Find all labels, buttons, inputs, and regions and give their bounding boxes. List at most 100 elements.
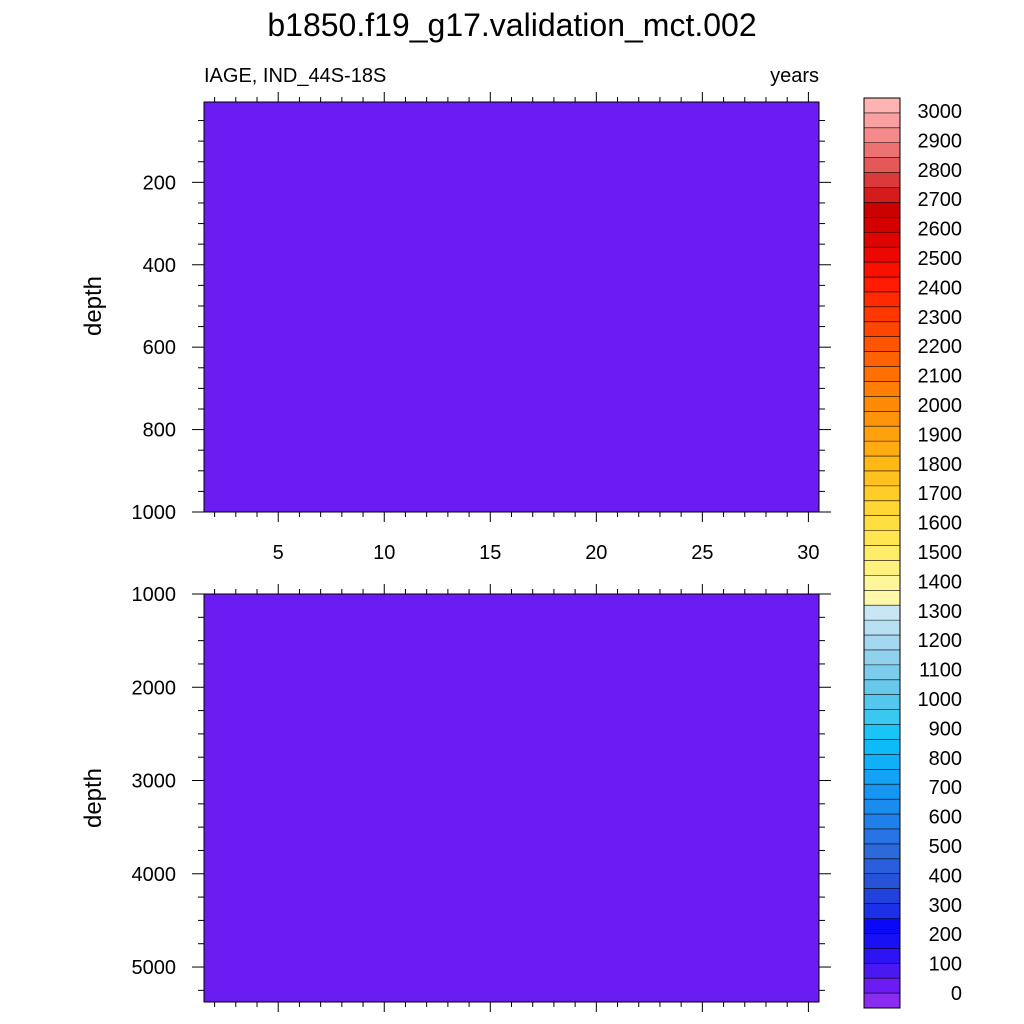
y-axis-label-upper: depth bbox=[80, 276, 107, 336]
field-fill-lower bbox=[204, 594, 819, 1002]
x-tick-label: 5 bbox=[273, 542, 284, 564]
colorbar-box bbox=[864, 888, 900, 904]
y-tick-label: 5000 bbox=[132, 957, 177, 979]
x-tick-label: 25 bbox=[691, 542, 713, 564]
colorbar-box bbox=[864, 500, 900, 517]
colorbar-label: 600 bbox=[929, 807, 962, 829]
colorbar-box bbox=[864, 605, 900, 621]
colorbar-label: 400 bbox=[929, 865, 962, 887]
colorbar-box bbox=[864, 978, 900, 994]
colorbar-label: 1400 bbox=[918, 571, 963, 593]
lower-panel: 1000 2000 3000 4000 5000 depth bbox=[80, 584, 831, 1012]
colorbar-label: 1300 bbox=[918, 601, 963, 623]
colorbar-box bbox=[864, 709, 900, 725]
colorbar-box bbox=[864, 470, 900, 487]
colorbar-box bbox=[864, 784, 900, 800]
colorbar-label: 2100 bbox=[918, 366, 963, 388]
colorbar-box bbox=[864, 127, 900, 144]
y-tick-label: 400 bbox=[143, 255, 176, 277]
colorbar-box bbox=[864, 769, 900, 785]
x-tick-label: 20 bbox=[585, 542, 607, 564]
colorbar-box bbox=[864, 217, 900, 233]
colorbar-box bbox=[864, 694, 900, 710]
colorbar-label: 2500 bbox=[918, 248, 963, 270]
colorbar-box bbox=[864, 724, 900, 740]
colorbar-box bbox=[864, 456, 900, 472]
y-tick-label: 3000 bbox=[132, 771, 177, 793]
colorbar-box bbox=[864, 814, 900, 830]
colorbar-box bbox=[864, 157, 900, 173]
colorbar-label: 900 bbox=[929, 718, 962, 740]
y-tick-label: 600 bbox=[143, 337, 176, 359]
colorbar-box bbox=[864, 485, 900, 502]
colorbar: 0 100 200 300 400 500 600 700 800 900 1000 1100 1200… bbox=[863, 97, 963, 1009]
colorbar-label: 1600 bbox=[918, 513, 963, 535]
y-tick-label: 200 bbox=[143, 172, 176, 194]
colorbar-box bbox=[864, 247, 900, 263]
colorbar-box bbox=[864, 545, 900, 561]
colorbar-box bbox=[864, 620, 900, 636]
colorbar-box bbox=[864, 828, 900, 845]
colorbar-box bbox=[864, 858, 900, 875]
colorbar-label: 2200 bbox=[918, 336, 963, 358]
colorbar-box bbox=[864, 262, 900, 278]
colorbar-label: 1000 bbox=[918, 689, 963, 711]
colorbar-box bbox=[864, 98, 900, 114]
colorbar-label: 2300 bbox=[918, 307, 963, 329]
colorbar-box bbox=[864, 396, 900, 412]
colorbar-frame bbox=[863, 97, 901, 1009]
colorbar-box bbox=[864, 232, 900, 248]
colorbar-label: 1900 bbox=[918, 424, 963, 446]
colorbar-label: 200 bbox=[929, 924, 962, 946]
colorbar-box bbox=[864, 277, 900, 293]
colorbar-box bbox=[864, 202, 900, 218]
x-tick-label: 10 bbox=[373, 542, 395, 564]
colorbar-label: 500 bbox=[929, 836, 962, 858]
colorbar-label: 2000 bbox=[918, 395, 963, 417]
colorbar-label: 1100 bbox=[919, 660, 962, 682]
colorbar-box bbox=[864, 351, 900, 367]
colorbar-box bbox=[864, 739, 900, 755]
colorbar-box bbox=[864, 873, 900, 889]
colorbar-box bbox=[864, 635, 900, 651]
upper-panel: 5 10 15 20 25 30 200 400 600 800 1000 depth bbox=[80, 92, 831, 564]
colorbar-label: 800 bbox=[929, 748, 962, 770]
colorbar-box bbox=[864, 948, 900, 964]
colorbar-label: 1800 bbox=[918, 454, 963, 476]
y-axis-label-lower: depth bbox=[80, 768, 107, 828]
field-fill-upper bbox=[204, 102, 819, 512]
colorbar-box bbox=[864, 411, 900, 427]
colorbar-label: 100 bbox=[929, 954, 962, 976]
colorbar-box bbox=[864, 515, 900, 531]
colorbar-box bbox=[864, 903, 900, 919]
colorbar-label: 2400 bbox=[918, 277, 963, 299]
colorbar-box bbox=[864, 664, 900, 681]
colorbar-label: 2600 bbox=[918, 219, 963, 241]
colorbar-box bbox=[864, 530, 900, 546]
colorbar-label: 1700 bbox=[918, 483, 963, 505]
colorbar-box bbox=[864, 560, 900, 576]
colorbar-label: 300 bbox=[929, 895, 962, 917]
colorbar-label: 3000 bbox=[918, 101, 963, 123]
colorbar-box bbox=[864, 918, 900, 934]
y-tick-label: 800 bbox=[143, 420, 176, 442]
colorbar-box bbox=[864, 649, 900, 666]
colorbar-box bbox=[864, 187, 900, 203]
colorbar-box bbox=[864, 142, 900, 158]
colorbar-box bbox=[864, 754, 900, 770]
x-tick-label: 15 bbox=[479, 542, 501, 564]
colorbar-label: 2800 bbox=[918, 160, 963, 182]
colorbar-box bbox=[864, 993, 900, 1009]
colorbar-label: 2900 bbox=[918, 130, 963, 152]
colorbar-box bbox=[864, 575, 900, 591]
colorbar-box bbox=[864, 381, 900, 397]
chart-title: b1850.f19_g17.validation_mct.002 bbox=[267, 7, 756, 43]
colorbar-box bbox=[864, 799, 900, 815]
right-string: years bbox=[770, 65, 819, 87]
colorbar-box bbox=[864, 112, 900, 129]
colorbar-label: 0 bbox=[951, 983, 962, 1005]
y-tick-label: 1000 bbox=[132, 584, 177, 606]
colorbar-box bbox=[864, 306, 900, 323]
colorbar-box bbox=[864, 336, 900, 352]
colorbar-box bbox=[864, 441, 900, 457]
